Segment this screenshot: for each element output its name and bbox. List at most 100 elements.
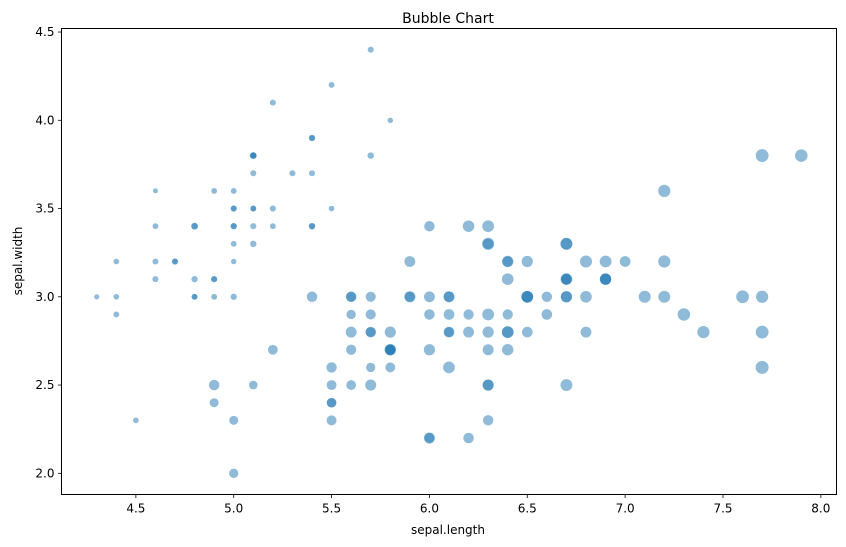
data-point-90 — [326, 362, 337, 373]
data-point-73 — [443, 326, 455, 338]
x-tick-label-2: 5.5 — [322, 502, 341, 516]
data-point-22 — [152, 188, 158, 194]
data-point-98 — [248, 380, 258, 390]
data-point-1 — [211, 293, 218, 300]
data-point-63 — [443, 309, 455, 320]
data-point-134 — [443, 361, 455, 374]
data-point-54 — [521, 326, 533, 338]
data-point-132 — [501, 326, 514, 338]
data-point-125 — [658, 255, 671, 268]
y-tick-label-2: 3.0 — [35, 290, 54, 304]
data-point-81 — [326, 397, 337, 408]
x-tick-label-3: 6.0 — [420, 502, 439, 516]
data-point-46 — [250, 152, 257, 159]
data-point-138 — [424, 291, 435, 303]
x-tick-label-5: 7.0 — [616, 502, 635, 516]
chart-title: Bubble Chart — [402, 11, 494, 27]
data-point-29 — [171, 258, 179, 265]
data-point-45 — [191, 293, 198, 300]
data-point-70 — [404, 256, 416, 267]
data-point-127 — [443, 291, 455, 303]
data-point-60 — [229, 468, 239, 478]
data-point-75 — [541, 291, 553, 302]
data-point-126 — [463, 326, 474, 338]
data-point-95 — [365, 291, 376, 302]
data-point-57 — [209, 398, 219, 408]
plot-frame — [61, 28, 837, 495]
data-point-14 — [387, 117, 394, 124]
x-tick-label-1: 5.0 — [224, 502, 243, 516]
data-point-121 — [345, 326, 357, 338]
data-point-23 — [250, 240, 257, 248]
data-point-108 — [560, 379, 573, 392]
data-point-92 — [385, 362, 396, 373]
data-point-37 — [211, 187, 218, 194]
data-point-26 — [230, 223, 237, 230]
data-point-106 — [208, 379, 220, 391]
data-point-146 — [482, 379, 494, 391]
data-point-4 — [230, 187, 237, 194]
data-point-24 — [191, 222, 198, 230]
ticks-layer: 4.5 5.0 5.5 6.0 6.5 7.0 7.5 8.0 2.0 2.5 3.0 3.5 4.0 4… — [35, 25, 830, 515]
points-layer — [94, 46, 808, 478]
data-point-119 — [423, 432, 435, 444]
data-point-109 — [658, 184, 671, 198]
data-point-140 — [560, 273, 573, 286]
y-tick-label-5: 4.5 — [35, 25, 54, 39]
data-point-28 — [269, 223, 276, 230]
data-point-122 — [755, 325, 769, 339]
y-tick-label-1: 2.5 — [35, 378, 54, 392]
data-point-131 — [795, 149, 808, 162]
data-point-8 — [113, 311, 120, 318]
y-tick-label-4: 4.0 — [35, 113, 54, 127]
y-axis-label: sepal.width — [11, 227, 25, 296]
data-point-114 — [384, 326, 396, 338]
data-point-59 — [267, 344, 278, 355]
data-point-83 — [423, 344, 436, 356]
data-point-50 — [619, 256, 631, 267]
data-point-27 — [269, 205, 276, 212]
data-point-113 — [365, 379, 377, 391]
data-point-69 — [346, 380, 357, 390]
data-point-39 — [250, 223, 257, 230]
data-point-6 — [152, 223, 159, 230]
data-point-31 — [308, 223, 316, 230]
data-point-111 — [502, 344, 514, 356]
data-point-43 — [230, 205, 237, 212]
data-point-130 — [697, 325, 710, 339]
data-point-38 — [113, 293, 120, 300]
data-point-21 — [250, 170, 257, 177]
data-point-96 — [365, 309, 376, 320]
data-point-33 — [328, 82, 335, 88]
data-point-32 — [269, 99, 276, 106]
data-point-100 — [482, 237, 495, 250]
data-point-147 — [521, 291, 533, 303]
data-point-103 — [482, 308, 495, 321]
data-point-93 — [229, 415, 239, 425]
data-point-79 — [366, 362, 376, 373]
data-point-30 — [191, 276, 198, 283]
data-point-64 — [346, 309, 356, 320]
x-tick-label-7: 8.0 — [811, 502, 830, 516]
y-tick-label-0: 2.0 — [35, 466, 54, 480]
data-point-78 — [424, 309, 435, 320]
data-point-41 — [133, 417, 139, 424]
data-point-133 — [482, 326, 494, 338]
y-tick-label-3: 3.5 — [35, 202, 54, 216]
data-point-3 — [152, 276, 159, 283]
data-point-53 — [326, 415, 337, 426]
data-point-35 — [231, 258, 237, 265]
data-point-117 — [755, 149, 769, 163]
x-tick-label-0: 4.5 — [126, 502, 145, 516]
data-point-115 — [502, 255, 514, 268]
data-point-47 — [152, 258, 159, 265]
data-point-89 — [326, 380, 337, 391]
data-point-76 — [580, 326, 592, 338]
data-point-88 — [346, 291, 357, 302]
data-point-84 — [306, 291, 318, 303]
x-tick-label-6: 7.5 — [713, 502, 732, 516]
data-point-18 — [367, 152, 374, 159]
data-point-110 — [521, 255, 533, 268]
